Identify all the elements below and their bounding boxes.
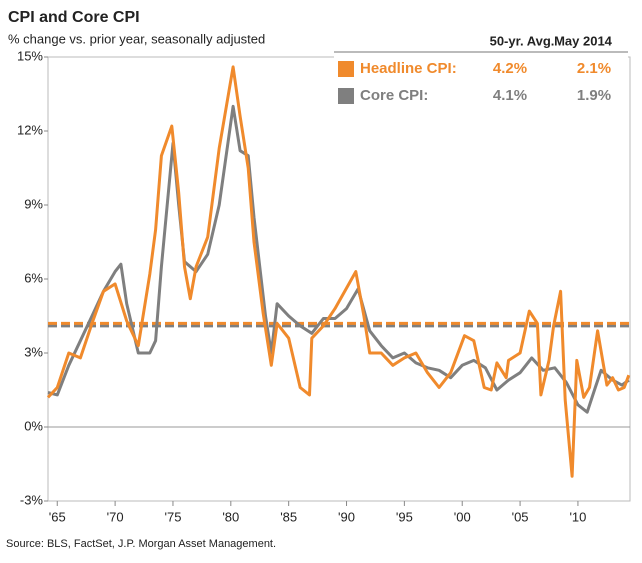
source-note: Source: BLS, FactSet, J.P. Morgan Asset …	[6, 538, 276, 550]
x-tick-label: '05	[512, 509, 529, 524]
legend-average: 4.2%	[493, 60, 527, 77]
chart-title: CPI and Core CPI	[8, 9, 140, 26]
series-line	[46, 65, 631, 478]
x-tick-label: '80	[222, 509, 239, 524]
x-tick-label: '85	[280, 509, 297, 524]
legend-header: 50-yr. Avg.	[490, 33, 555, 48]
y-tick-label: 3%	[24, 344, 43, 359]
plot-area	[47, 56, 631, 502]
legend-swatch	[338, 88, 354, 104]
legend-box	[334, 54, 628, 112]
y-tick-label: -3%	[20, 492, 44, 507]
legend-label: Headline CPI:	[360, 60, 457, 77]
legend-swatch	[338, 61, 354, 77]
legend-label: Core CPI:	[360, 87, 428, 104]
y-tick-label: 0%	[24, 418, 43, 433]
legend-header: May 2014	[554, 33, 613, 48]
x-tick-label: '75	[164, 509, 181, 524]
x-tick-label: '65	[49, 509, 66, 524]
y-tick-label: 9%	[24, 196, 43, 211]
legend: 50-yr. Avg. May 2014 Headline CPI: 4.2% 2.…	[334, 33, 628, 112]
legend-average: 4.1%	[493, 87, 527, 104]
y-tick-label: 12%	[17, 122, 43, 137]
y-tick-label: 15%	[17, 48, 43, 63]
legend-latest: 2.1%	[577, 60, 611, 77]
legend-latest: 1.9%	[577, 87, 611, 104]
x-tick-label: '95	[396, 509, 413, 524]
x-tick-label: '00	[454, 509, 471, 524]
chart-subtitle: % change vs. prior year, seasonally adju…	[8, 31, 265, 46]
y-tick-label: 6%	[24, 270, 43, 285]
x-tick-label: '10	[569, 509, 586, 524]
series-line	[47, 104, 630, 414]
x-tick-label: '90	[338, 509, 355, 524]
plot	[44, 56, 631, 506]
x-tick-label: '70	[107, 509, 124, 524]
